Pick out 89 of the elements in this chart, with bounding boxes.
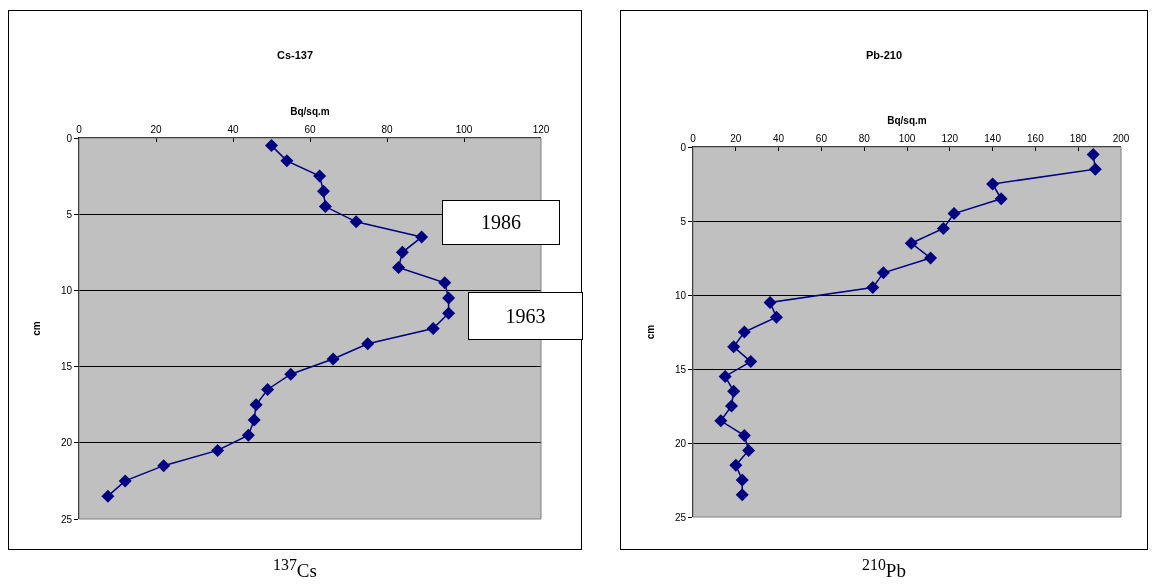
x-tick-label: 120 <box>941 133 959 144</box>
annotation: 1963 <box>505 304 546 328</box>
x-tick-label: 0 <box>690 133 697 144</box>
point <box>735 473 749 487</box>
point <box>247 413 261 427</box>
x-tick-label: 20 <box>150 124 162 135</box>
point <box>349 215 363 229</box>
y-tick-label: 10 <box>674 289 687 301</box>
point <box>725 399 739 413</box>
x-tick-label: 0 <box>76 124 83 135</box>
point <box>986 177 1000 191</box>
point <box>769 310 783 324</box>
x-tick-label: 180 <box>1069 133 1087 144</box>
point <box>1088 162 1102 176</box>
point <box>326 352 340 366</box>
x-axis-title: Bq/sq.m <box>887 115 927 126</box>
x-tick-label: 200 <box>1112 133 1130 144</box>
point <box>714 414 728 428</box>
x-axis-title: Bq/sq.m <box>290 106 330 117</box>
point <box>395 245 409 259</box>
x-tick-label: 40 <box>773 133 785 144</box>
point <box>318 200 332 214</box>
point <box>924 251 938 265</box>
point <box>101 489 115 503</box>
annotation: 1986 <box>481 211 521 234</box>
x-tick-label: 140 <box>984 133 1002 144</box>
x-tick-label: 80 <box>858 133 871 144</box>
point <box>936 221 950 235</box>
y-tick-label: 20 <box>674 437 687 449</box>
x-tick-label: 100 <box>455 124 473 135</box>
point <box>742 443 756 457</box>
point <box>316 184 330 198</box>
point <box>1086 147 1100 161</box>
point <box>947 207 961 221</box>
y-tick-label: 15 <box>60 361 73 373</box>
point <box>904 236 918 250</box>
x-tick-label: 60 <box>815 133 828 144</box>
point <box>265 139 278 153</box>
y-tick-label: 0 <box>680 141 687 153</box>
x-tick-label: 80 <box>381 124 393 135</box>
point <box>876 266 890 280</box>
point <box>994 192 1008 206</box>
y-tick-label: 5 <box>66 208 73 220</box>
y-tick-label: 15 <box>674 363 687 375</box>
point <box>426 322 440 335</box>
point <box>737 325 751 339</box>
y-tick-label: 25 <box>674 511 687 523</box>
text: $^{137}$Cs <box>272 556 318 583</box>
point <box>727 384 741 398</box>
y-tick-label: 25 <box>60 513 73 525</box>
point <box>157 459 171 473</box>
y-tick-label: 5 <box>680 215 687 227</box>
point <box>727 340 741 354</box>
point <box>763 295 777 309</box>
point <box>744 355 758 369</box>
x-tick-label: 20 <box>730 133 742 144</box>
chart-title: Cs-137 <box>276 48 314 61</box>
point <box>737 429 751 443</box>
point <box>729 458 743 472</box>
point <box>211 443 225 457</box>
point <box>241 428 255 442</box>
callout-box: 1986 <box>442 200 560 245</box>
x-tick-label: 40 <box>227 124 239 135</box>
point <box>118 474 132 488</box>
point <box>284 367 298 381</box>
chart-title: Pb-210 <box>865 48 903 61</box>
callout-box: 1963 <box>468 292 583 340</box>
x-tick-label: 120 <box>532 124 550 135</box>
point <box>735 488 749 502</box>
point <box>442 306 456 320</box>
x-tick-label: 160 <box>1027 133 1045 144</box>
point <box>442 291 456 305</box>
y-tick-label: 20 <box>60 437 73 449</box>
text: $^{210}$Pb <box>861 556 907 583</box>
point <box>361 337 375 351</box>
point <box>280 154 294 168</box>
x-tick-label: 60 <box>304 124 316 135</box>
point <box>392 261 406 275</box>
point <box>866 281 880 295</box>
point <box>438 276 452 290</box>
y-axis-title: cm <box>30 321 42 336</box>
y-axis-title: cm <box>644 324 656 340</box>
point <box>313 169 327 183</box>
point <box>261 382 275 396</box>
point <box>249 398 263 412</box>
point <box>718 369 732 383</box>
point <box>415 230 429 244</box>
y-tick-label: 10 <box>60 284 73 296</box>
x-tick-label: 100 <box>898 133 916 144</box>
